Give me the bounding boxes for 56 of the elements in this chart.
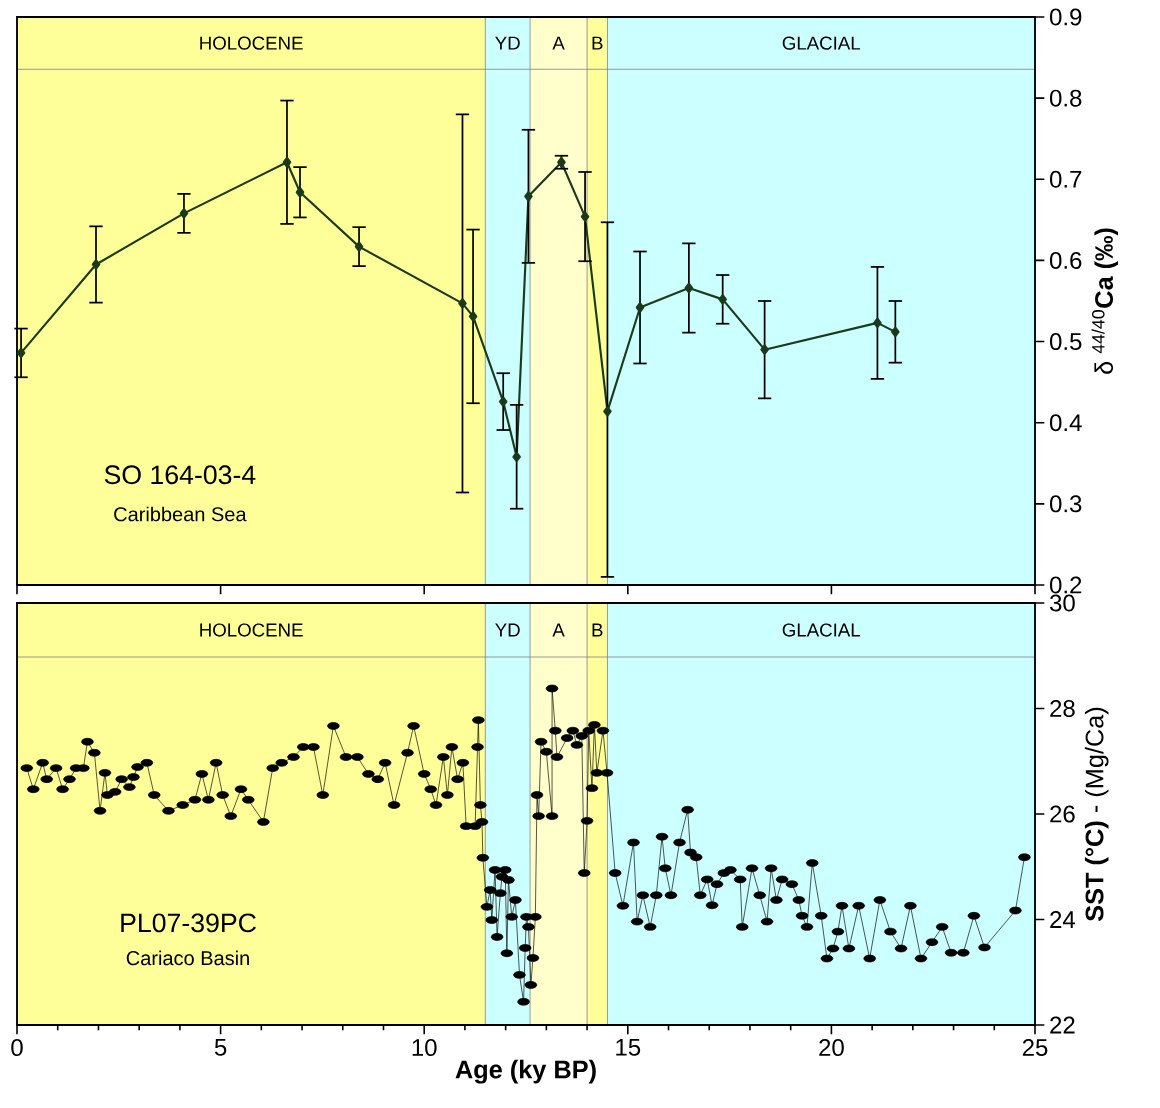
band-label: A <box>552 623 565 637</box>
y-tick-label: 28 <box>1050 700 1075 717</box>
x-axis-title: Age (ky BP) <box>455 1059 596 1084</box>
point <box>498 396 508 407</box>
point <box>468 311 478 322</box>
x-tick-label: 15 <box>616 1039 641 1056</box>
point <box>295 186 305 198</box>
band-label: A <box>552 36 565 50</box>
point <box>684 282 694 294</box>
band-label: B <box>592 623 603 637</box>
point <box>16 347 26 359</box>
annotation: SO 164-03-4 <box>104 465 256 485</box>
x-tick-label: 0 <box>11 1039 23 1057</box>
y-tick-label: 0.9 <box>1049 8 1082 26</box>
y-axis-title: SST (°C) - (Mg/Ca) <box>1084 707 1109 922</box>
band-label: B <box>592 36 603 50</box>
point <box>891 326 900 338</box>
annotation: Caribbean Sea <box>114 506 247 522</box>
y-axis-title: δ $^{44/40}$Ca (‰) <box>1091 228 1119 374</box>
annotation: Cariaco Basin <box>126 950 249 966</box>
point <box>512 451 521 463</box>
y-tick-label: 0.8 <box>1049 89 1082 107</box>
y-tick-label: 0.4 <box>1049 414 1082 432</box>
band-label: YD <box>495 36 520 50</box>
y-tick-label: 0.6 <box>1049 251 1082 269</box>
annotation: PL07-39PC <box>121 913 256 933</box>
x-tick-label: 10 <box>412 1039 437 1057</box>
point <box>760 344 769 356</box>
point <box>635 302 645 313</box>
point <box>282 156 292 168</box>
point <box>458 298 467 309</box>
y-tick-label: 26 <box>1050 805 1075 823</box>
y-tick-label: 22 <box>1050 1016 1075 1034</box>
band-label: YD <box>495 623 520 637</box>
y-tick-label: 30 <box>1049 594 1075 612</box>
band-label: HOLOCENE <box>200 36 303 50</box>
x-tick-label: 5 <box>214 1039 227 1056</box>
y-tick-label: 0.3 <box>1049 495 1082 513</box>
point <box>354 241 364 252</box>
band-label: GLACIAL <box>782 623 861 637</box>
point <box>179 208 189 219</box>
y-tick-label: 24 <box>1050 911 1076 928</box>
y-tick-label: 0.5 <box>1049 333 1082 351</box>
point <box>91 259 101 270</box>
point <box>557 156 566 168</box>
y-tick-label: 0.2 <box>1049 576 1082 594</box>
x-tick-label: 20 <box>819 1039 844 1057</box>
point <box>524 190 533 202</box>
band-label: GLACIAL <box>782 36 861 50</box>
y-tick-label: 0.7 <box>1049 170 1082 188</box>
point <box>873 317 882 329</box>
band-label: HOLOCENE <box>200 623 303 637</box>
point <box>603 406 612 417</box>
point <box>718 294 727 305</box>
point <box>580 211 590 222</box>
x-tick-label: 25 <box>1022 1039 1048 1057</box>
